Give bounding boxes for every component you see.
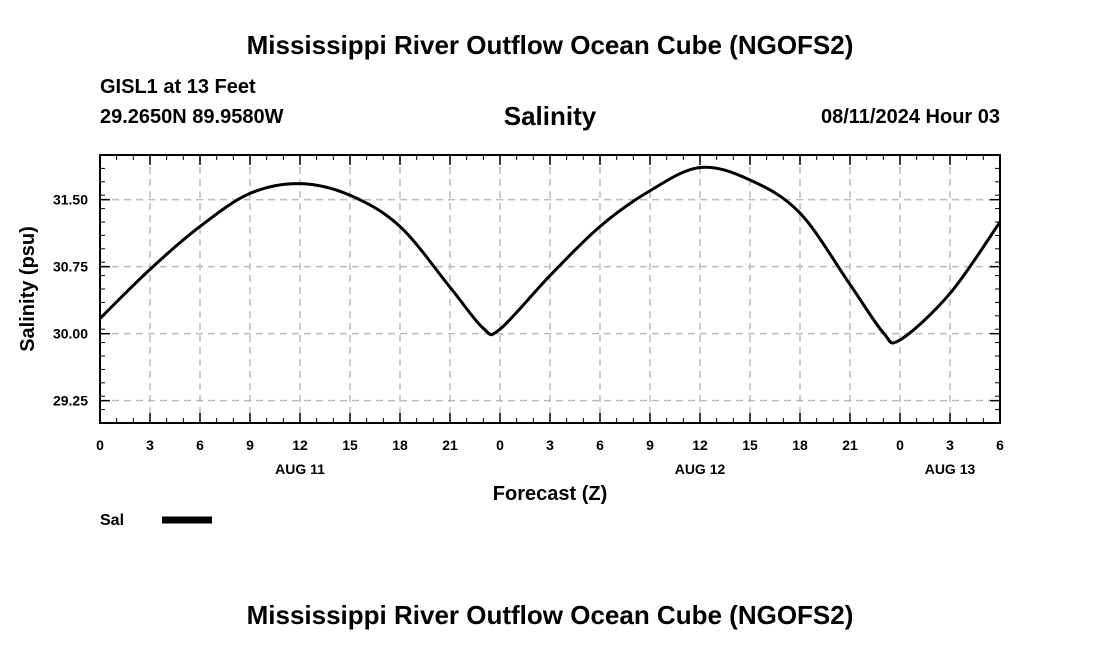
chart-title: Mississippi River Outflow Ocean Cube (NG…: [246, 30, 854, 60]
footer-title: Mississippi River Outflow Ocean Cube (NG…: [246, 600, 854, 630]
x-tick-label: 6: [596, 437, 604, 453]
legend: Sal: [100, 512, 212, 529]
datetime-label: 08/11/2024 Hour 03: [820, 106, 1000, 128]
x-tick-label: 6: [996, 437, 1004, 453]
grid-lines: [100, 155, 1000, 423]
x-tick-label: 6: [196, 437, 204, 453]
x-tick-label: 15: [342, 437, 358, 453]
y-tick-label: 31.50: [53, 192, 88, 208]
x-tick-label: 9: [246, 437, 254, 453]
y-tick-label: 30.00: [53, 326, 88, 342]
x-tick-label: 12: [692, 437, 708, 453]
series-line-salinity: [98, 165, 1002, 345]
coordinates-label: 29.2650N 89.9580W: [100, 106, 284, 128]
legend-label: Sal: [100, 512, 124, 529]
x-tick-label: 3: [146, 437, 154, 453]
x-tick-label: 21: [442, 437, 458, 453]
x-tick-label: 0: [96, 437, 104, 453]
x-tick-label: 18: [792, 437, 808, 453]
x-tick-label: 21: [842, 437, 858, 453]
x-date-label: AUG 11: [275, 461, 325, 477]
x-tick-label: 0: [496, 437, 504, 453]
x-date-label: AUG 12: [675, 461, 726, 477]
x-axis-title: Forecast (Z): [493, 483, 607, 505]
axis-ticks: [99, 154, 1001, 424]
y-tick-label: 29.25: [53, 393, 88, 409]
x-tick-label: 3: [546, 437, 554, 453]
x-tick-label: 3: [946, 437, 954, 453]
x-tick-label: 0: [896, 437, 904, 453]
plot-subtitle: Salinity: [503, 101, 597, 131]
y-tick-label: 30.75: [53, 259, 88, 275]
x-tick-label: 9: [646, 437, 654, 453]
series-layer: [98, 165, 1002, 345]
x-tick-label: 18: [392, 437, 408, 453]
axis-labels: 0 3 6 9 12 15 18 21 0 3 6 9 12 15 18 21 0 3 6 AUG 11 AUG 12 A…: [53, 192, 1004, 477]
x-tick-label: 12: [292, 437, 308, 453]
x-tick-label: 15: [742, 437, 758, 453]
station-label: GISL1 at 13 Feet: [100, 76, 256, 98]
x-date-label: AUG 13: [925, 461, 976, 477]
y-axis-title: Salinity (psu): [17, 226, 39, 352]
